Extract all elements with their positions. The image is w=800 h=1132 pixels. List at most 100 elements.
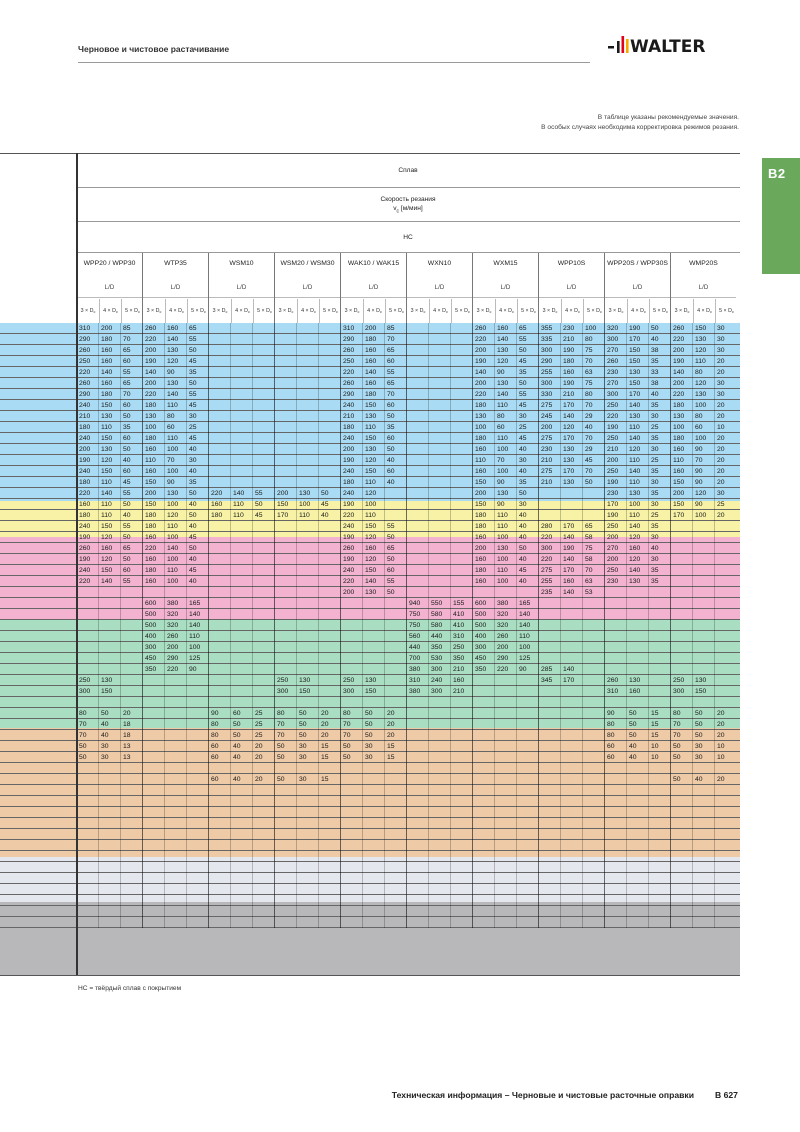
- cell-divider: [582, 730, 583, 741]
- speed-value-cell: [406, 785, 428, 796]
- speed-value-cell: 410: [453, 622, 465, 629]
- speed-value-cell: [208, 455, 230, 466]
- speed-value-cell: [472, 873, 494, 884]
- cell-divider: [648, 785, 649, 796]
- speed-value-cell: [208, 895, 230, 906]
- cell-divider: [560, 323, 561, 334]
- speed-value-cell: [472, 917, 494, 928]
- cell-divider: [318, 543, 319, 554]
- speed-value-cell: [296, 554, 318, 565]
- speed-value-cell: 150: [475, 501, 487, 508]
- speed-value-cell: [362, 895, 384, 906]
- speed-value-cell: 200: [167, 644, 179, 651]
- speed-value-cell: 220: [541, 534, 553, 541]
- cell-divider: [670, 620, 671, 631]
- cell-divider: [120, 653, 121, 664]
- speed-value-cell: 130: [563, 479, 575, 486]
- cell-divider: [648, 477, 649, 488]
- cell-divider: [362, 554, 363, 565]
- cell-divider: [274, 466, 275, 477]
- cell-divider: [670, 851, 671, 862]
- cell-divider: [252, 378, 253, 389]
- cell-divider: [340, 785, 341, 796]
- cell-divider: [428, 642, 429, 653]
- speed-value-cell: [428, 862, 450, 873]
- cell-divider: [494, 554, 495, 565]
- cell-divider: [494, 796, 495, 807]
- cell-divider: [670, 895, 671, 906]
- cell-divider: [252, 906, 253, 917]
- cell-divider: [538, 323, 539, 334]
- cell-divider: [252, 609, 253, 620]
- cell-divider: [560, 840, 561, 851]
- speed-value-cell: 150: [365, 468, 377, 475]
- speed-value-cell: [538, 851, 560, 862]
- chapter-tab[interactable]: B2: [762, 158, 800, 274]
- cell-divider: [318, 906, 319, 917]
- speed-value-cell: [406, 807, 428, 818]
- speed-value-cell: [120, 686, 142, 697]
- table-row: 600 380 165 940 550 155 600 380 165: [0, 598, 740, 609]
- speed-value-cell: 130: [629, 490, 641, 497]
- cell-divider: [450, 521, 451, 532]
- cell-divider: [516, 422, 517, 433]
- cell-divider: [516, 576, 517, 587]
- speed-value-cell: [714, 895, 736, 906]
- cell-divider: [582, 499, 583, 510]
- speed-value-cell: [164, 708, 186, 719]
- cell-divider: [98, 499, 99, 510]
- cell-divider: [406, 554, 407, 565]
- speed-value-cell: [318, 345, 340, 356]
- speed-value-cell: [406, 411, 428, 422]
- cell-divider: [626, 543, 627, 554]
- cell-divider: [450, 554, 451, 565]
- cell-divider: [714, 620, 715, 631]
- speed-value-cell: 100: [365, 501, 377, 508]
- speed-value-cell: 50: [365, 732, 373, 739]
- cell-divider: [714, 455, 715, 466]
- speed-value-cell: 170: [563, 402, 575, 409]
- speed-value-cell: [494, 818, 516, 829]
- speed-value-cell: [164, 730, 186, 741]
- cell-divider: [604, 477, 605, 488]
- speed-value-cell: [670, 631, 692, 642]
- speed-value-cell: 160: [145, 468, 157, 475]
- speed-value-cell: [450, 477, 472, 488]
- table-row: 240 150 55 180 110 40 240 150 55 180 110 40 280 170 65…: [0, 521, 740, 532]
- speed-value-cell: 140: [233, 490, 245, 497]
- note-line-1: В таблице указаны рекомендуемые значения…: [597, 114, 739, 121]
- speed-value-cell: [362, 796, 384, 807]
- speed-value-cell: 90: [695, 468, 703, 475]
- cell-divider: [252, 774, 253, 785]
- speed-value-cell: [406, 917, 428, 928]
- cell-divider: [252, 741, 253, 752]
- speed-value-cell: 140: [101, 578, 113, 585]
- cell-divider: [714, 708, 715, 719]
- speed-value-cell: 130: [299, 677, 311, 684]
- cell-divider: [98, 708, 99, 719]
- cell-divider: [296, 906, 297, 917]
- cell-divider: [274, 477, 275, 488]
- speed-value-cell: [164, 818, 186, 829]
- cell-divider: [692, 510, 693, 521]
- cell-divider: [98, 543, 99, 554]
- cell-divider: [230, 367, 231, 378]
- cell-divider: [164, 532, 165, 543]
- chapter-tab-label: B2: [768, 166, 786, 181]
- speed-value-cell: 90: [607, 710, 615, 717]
- speed-value-cell: 80: [497, 413, 505, 420]
- speed-value-cell: 140: [563, 589, 575, 596]
- cell-divider: [494, 719, 495, 730]
- cell-divider: [494, 411, 495, 422]
- speed-value-cell: [230, 917, 252, 928]
- cell-divider: [626, 477, 627, 488]
- speed-value-cell: [560, 499, 582, 510]
- cell-divider: [494, 323, 495, 334]
- cell-divider: [120, 345, 121, 356]
- speed-value-cell: [450, 499, 472, 510]
- speed-value-cell: [692, 807, 714, 818]
- speed-value-cell: 20: [123, 710, 131, 717]
- speed-value-cell: [406, 455, 428, 466]
- speed-value-cell: 250: [79, 677, 91, 684]
- cell-divider: [274, 400, 275, 411]
